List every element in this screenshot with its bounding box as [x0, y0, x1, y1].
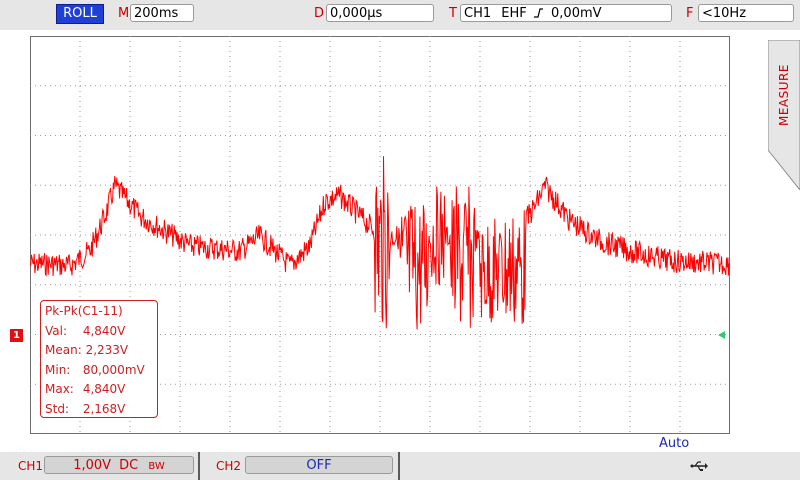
timebase-label: M [118, 6, 130, 21]
trigger-source: CH1 [464, 6, 492, 21]
ch1-position-marker[interactable]: 1 [10, 329, 23, 342]
measurement-row-val: Val: 4,840V [45, 323, 126, 338]
trigger-label: T [449, 6, 457, 21]
measurement-row-max: Max: 4,840V [45, 382, 126, 396]
ch1-settings-field[interactable]: 1,00V DC BW [44, 456, 194, 474]
trigger-level: 0,00mV [551, 6, 602, 21]
graticule-grid [30, 36, 730, 434]
measurement-row-min: Min: 80,000mV [45, 362, 145, 377]
measurement-row-std: Std: 2,168V [45, 401, 126, 416]
frequency-field: <10Hz [698, 4, 794, 22]
rising-edge-icon [533, 8, 543, 18]
ch1-trace [30, 156, 730, 330]
trigger-field[interactable]: CH1 EHF 0,00mV [460, 4, 672, 22]
frequency-label: F [686, 6, 694, 21]
measure-tab-shape [768, 40, 800, 190]
trigger-level-arrow-icon[interactable] [718, 331, 725, 339]
timebase-field[interactable]: 200ms [130, 4, 194, 22]
measurement-title: Pk-Pk(C1-11) [45, 304, 123, 318]
roll-mode-badge[interactable]: ROLL [56, 4, 104, 24]
measurement-row-mean: Mean: 2,233V [45, 343, 129, 357]
bottom-status-bar: CH1 1,00V DC BW CH2 OFF [0, 452, 800, 480]
bottom-divider [398, 452, 400, 480]
acquisition-mode-label: Auto [659, 436, 690, 451]
ch2-label: CH2 [216, 459, 242, 473]
top-status-bar: ROLL M 200ms D 0,000µs T CH1 EHF 0,00mV … [0, 0, 800, 30]
bottom-divider [198, 452, 200, 480]
usb-icon [690, 461, 708, 471]
ch1-coupling: DC [119, 458, 139, 473]
ch2-settings-field[interactable]: OFF [245, 456, 393, 474]
measure-menu-tab[interactable]: MEASURE [768, 40, 800, 190]
ch1-volts-div: 1,00V [73, 458, 112, 473]
ch1-bandwidth-limit: BW [148, 461, 165, 472]
delay-label: D [314, 6, 325, 21]
delay-field[interactable]: 0,000µs [326, 4, 434, 22]
measurement-panel: Pk-Pk(C1-11) Val: 4,840V Mean: 2,233V Mi… [40, 300, 158, 418]
ch1-label: CH1 [18, 459, 44, 473]
trigger-type: EHF [501, 6, 527, 21]
measure-tab-label: MEASURE [777, 64, 791, 126]
